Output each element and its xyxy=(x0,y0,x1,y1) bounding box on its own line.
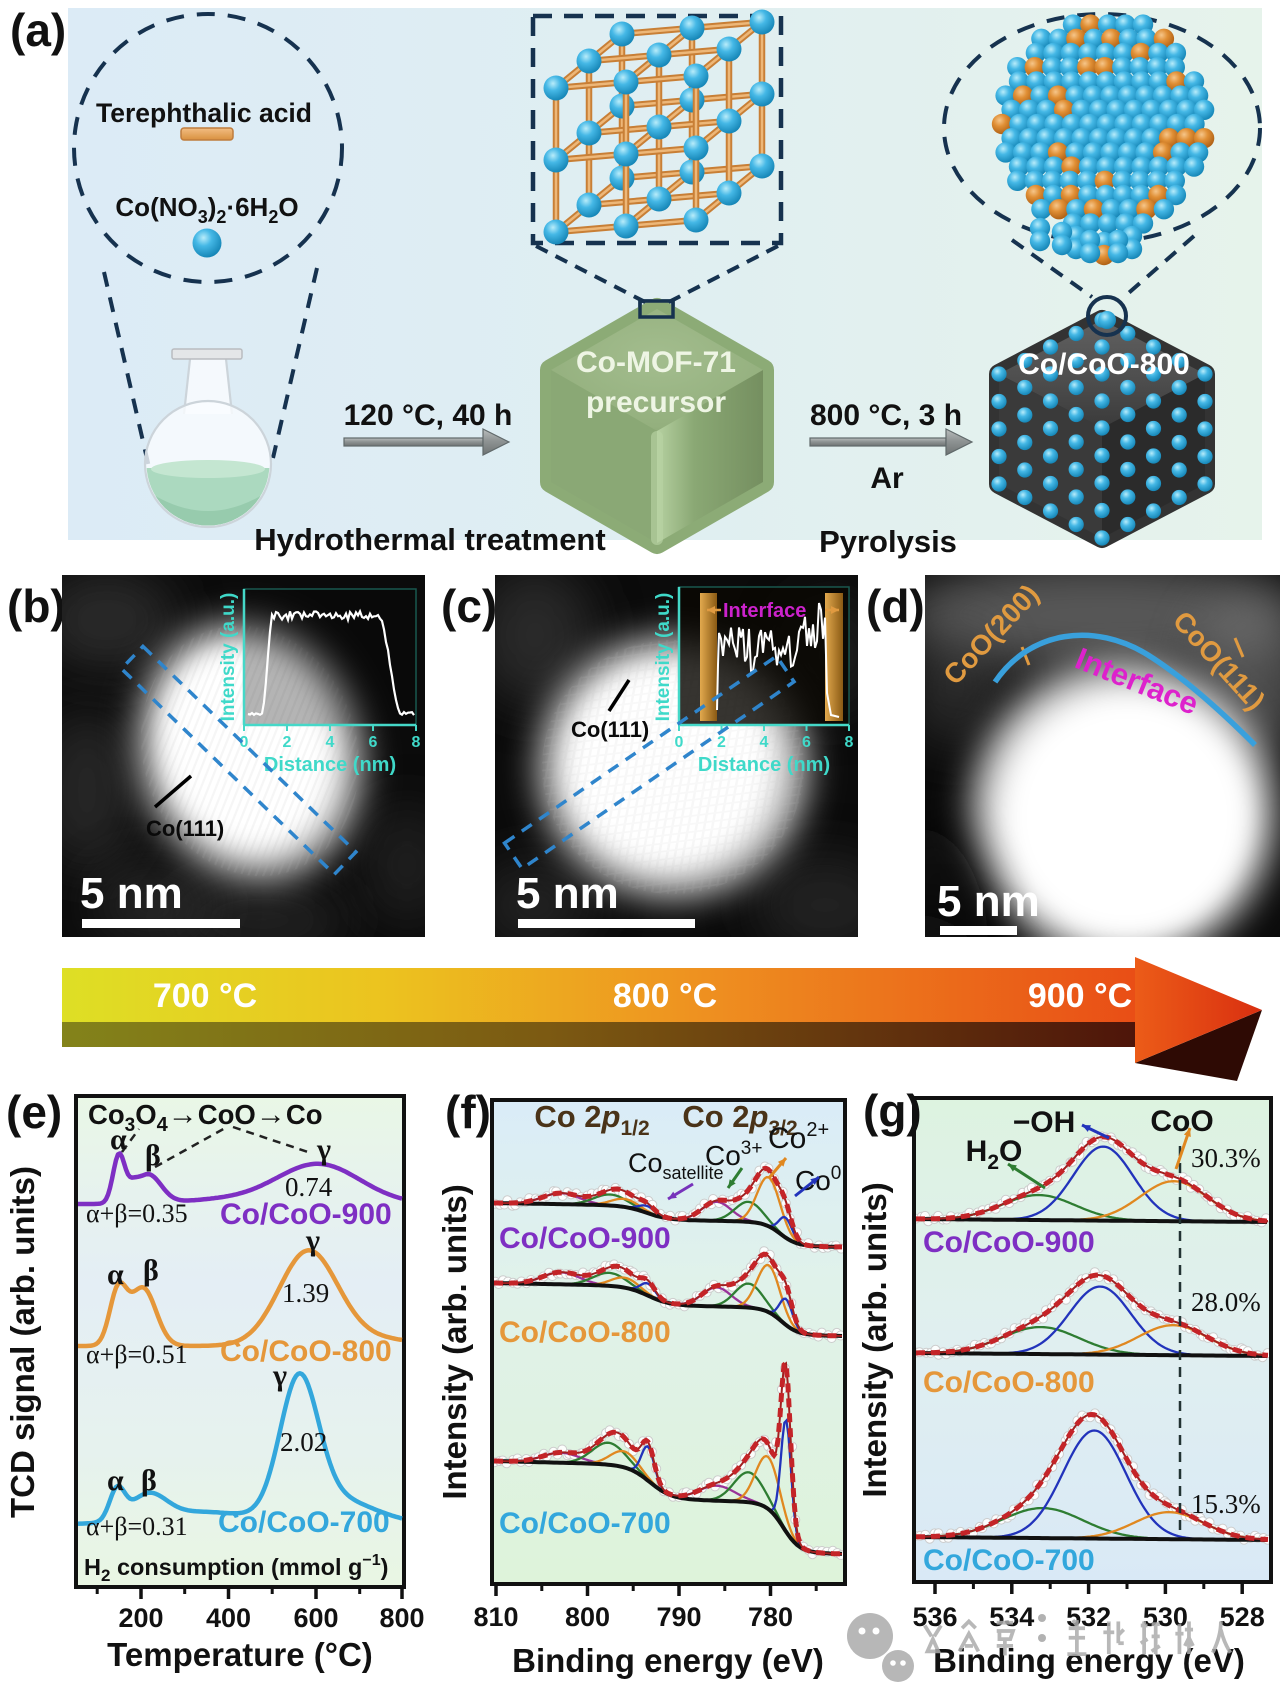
svg-text:700 °C: 700 °C xyxy=(153,977,257,1015)
svg-text:900 °C: 900 °C xyxy=(1028,977,1132,1015)
svg-text:810: 810 xyxy=(473,1602,518,1632)
svg-text:Intensity (arb. units): Intensity (arb. units) xyxy=(860,1182,893,1497)
svg-text:β: β xyxy=(141,1464,157,1497)
svg-text:Co/CoO-900: Co/CoO-900 xyxy=(220,1198,392,1231)
svg-text:Intensity (a.u.): Intensity (a.u.) xyxy=(653,593,674,722)
svg-text:(e): (e) xyxy=(6,1086,62,1138)
svg-text:precursor: precursor xyxy=(586,386,726,419)
svg-text:Hydrothermal treatment: Hydrothermal treatment xyxy=(254,522,605,557)
svg-text:Binding energy (eV): Binding energy (eV) xyxy=(933,1642,1245,1679)
svg-text:2: 2 xyxy=(283,734,292,751)
svg-text:0: 0 xyxy=(240,734,249,751)
svg-text:400: 400 xyxy=(206,1603,251,1633)
svg-text:γ: γ xyxy=(305,1224,320,1257)
svg-text:0.74: 0.74 xyxy=(285,1172,333,1202)
svg-text:800 °C, 3 h: 800 °C, 3 h xyxy=(810,399,962,432)
svg-text:Intensity (a.u.): Intensity (a.u.) xyxy=(218,593,239,722)
svg-text:(g): (g) xyxy=(863,1085,922,1137)
svg-text:(f): (f) xyxy=(445,1086,491,1138)
svg-text:α: α xyxy=(110,1123,127,1156)
svg-text:2.02: 2.02 xyxy=(280,1427,327,1457)
svg-text:5 nm: 5 nm xyxy=(516,869,619,918)
svg-text:Pyrolysis: Pyrolysis xyxy=(819,524,957,559)
svg-text:CoO: CoO xyxy=(1150,1105,1213,1138)
svg-text:(c): (c) xyxy=(441,580,497,632)
svg-text:TCD signal (arb. units): TCD signal (arb. units) xyxy=(4,1166,41,1518)
svg-text:1.39: 1.39 xyxy=(282,1278,329,1308)
svg-text:(b): (b) xyxy=(7,580,66,632)
svg-text:α: α xyxy=(107,1464,124,1497)
svg-text:−OH: −OH xyxy=(1013,1106,1076,1139)
svg-text:Interface: Interface xyxy=(723,600,806,622)
svg-text:800: 800 xyxy=(565,1602,610,1632)
svg-text:4: 4 xyxy=(326,734,335,751)
svg-text:780: 780 xyxy=(748,1602,793,1632)
svg-text:Co/CoO-700: Co/CoO-700 xyxy=(923,1544,1095,1577)
svg-text:Co/CoO-900: Co/CoO-900 xyxy=(923,1226,1095,1259)
svg-text:Co/CoO-700: Co/CoO-700 xyxy=(499,1507,671,1540)
svg-text:β: β xyxy=(143,1254,159,1287)
svg-text:α: α xyxy=(107,1258,124,1291)
svg-text:534: 534 xyxy=(989,1602,1034,1632)
svg-text:800: 800 xyxy=(379,1603,424,1633)
svg-text:Distance (nm): Distance (nm) xyxy=(698,754,830,776)
svg-text:8: 8 xyxy=(412,734,421,751)
svg-text:15.3%: 15.3% xyxy=(1191,1489,1261,1519)
svg-text:(d): (d) xyxy=(866,580,925,632)
svg-text:Co(111): Co(111) xyxy=(146,816,224,841)
svg-text:528: 528 xyxy=(1220,1602,1265,1632)
svg-text:5 nm: 5 nm xyxy=(937,877,1040,926)
svg-text:0: 0 xyxy=(675,734,684,751)
svg-text:600: 600 xyxy=(293,1603,338,1633)
svg-text:Intensity (arb. units): Intensity (arb. units) xyxy=(440,1184,473,1499)
svg-text:Co/CoO-800: Co/CoO-800 xyxy=(220,1335,392,1368)
svg-text:Co/CoO-700: Co/CoO-700 xyxy=(218,1506,390,1539)
svg-text:H2 consumption (mmol g−1): H2 consumption (mmol g−1) xyxy=(84,1552,389,1585)
svg-text:6: 6 xyxy=(369,734,378,751)
svg-text:Co/CoO-900: Co/CoO-900 xyxy=(499,1222,671,1255)
svg-text:Co(111): Co(111) xyxy=(571,717,649,742)
svg-text:2: 2 xyxy=(717,734,726,751)
svg-text:Terephthalic acid: Terephthalic acid xyxy=(96,98,312,128)
svg-text:6: 6 xyxy=(802,734,811,751)
svg-text:γ: γ xyxy=(316,1133,331,1166)
svg-text:α+β=0.31: α+β=0.31 xyxy=(86,1512,188,1541)
svg-text:Co(NO3)2·6H2O: Co(NO3)2·6H2O xyxy=(115,192,298,227)
svg-text:Co/CoO-800: Co/CoO-800 xyxy=(923,1366,1095,1399)
svg-text:28.0%: 28.0% xyxy=(1191,1287,1261,1317)
svg-text:Temperature (°C): Temperature (°C) xyxy=(107,1636,373,1673)
svg-text:5 nm: 5 nm xyxy=(80,869,183,918)
svg-text:800 °C: 800 °C xyxy=(613,977,717,1015)
svg-text:Co-MOF-71: Co-MOF-71 xyxy=(576,346,736,379)
svg-text:γ: γ xyxy=(272,1359,287,1392)
svg-text:30.3%: 30.3% xyxy=(1191,1143,1261,1173)
svg-text:α+β=0.35: α+β=0.35 xyxy=(86,1199,188,1228)
svg-text:Distance (nm): Distance (nm) xyxy=(264,754,396,776)
svg-text:200: 200 xyxy=(118,1603,163,1633)
svg-text:120 °C, 40 h: 120 °C, 40 h xyxy=(344,399,513,432)
svg-text:Co/CoO-800: Co/CoO-800 xyxy=(1018,348,1190,381)
svg-text:(a): (a) xyxy=(10,4,66,56)
svg-text:Binding energy (eV): Binding energy (eV) xyxy=(512,1642,824,1679)
svg-text:β: β xyxy=(145,1139,161,1172)
svg-text:Co/CoO-800: Co/CoO-800 xyxy=(499,1316,671,1349)
svg-text:4: 4 xyxy=(760,734,769,751)
svg-text:8: 8 xyxy=(845,734,854,751)
svg-text:Ar: Ar xyxy=(870,462,904,495)
svg-text:α+β=0.51: α+β=0.51 xyxy=(86,1340,188,1369)
svg-text:790: 790 xyxy=(656,1602,701,1632)
svg-text:536: 536 xyxy=(912,1602,957,1632)
